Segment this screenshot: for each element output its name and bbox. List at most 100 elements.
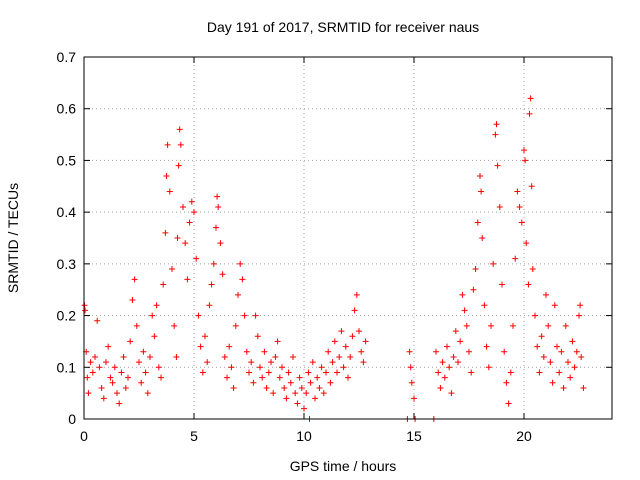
- data-point: [558, 348, 565, 355]
- data-point: [565, 359, 571, 366]
- data-point: [122, 384, 129, 391]
- data-point: [270, 390, 277, 397]
- data-point: [536, 369, 543, 376]
- data-point: [298, 384, 305, 391]
- data-point: [525, 281, 532, 288]
- data-point: [98, 384, 105, 391]
- data-point: [521, 147, 527, 154]
- data-point: [510, 322, 516, 329]
- y-tick-label: 0.4: [57, 204, 77, 220]
- data-point: [406, 348, 413, 355]
- data-point: [547, 359, 554, 366]
- data-point: [577, 302, 584, 309]
- data-point: [301, 405, 307, 412]
- data-point: [494, 162, 501, 169]
- data-point: [499, 281, 505, 288]
- data-point: [85, 390, 92, 397]
- data-point: [232, 322, 239, 329]
- data-point: [318, 364, 325, 371]
- data-point: [540, 353, 547, 360]
- data-point: [153, 302, 160, 309]
- x-axis-label: GPS time / hours: [290, 458, 397, 474]
- data-point: [323, 369, 329, 376]
- data-point: [221, 353, 228, 360]
- data-point: [353, 291, 360, 298]
- data-point: [435, 369, 442, 376]
- data-point: [180, 203, 186, 210]
- x-tick-label: 0: [80, 428, 88, 444]
- data-point: [243, 348, 250, 355]
- data-point: [477, 172, 483, 179]
- data-point: [213, 224, 219, 231]
- data-point: [461, 307, 468, 314]
- data-point: [169, 266, 175, 273]
- data-point: [199, 369, 206, 376]
- data-point: [538, 333, 545, 340]
- data-point: [543, 291, 549, 298]
- data-point: [252, 312, 259, 319]
- data-point: [281, 384, 288, 391]
- data-point: [184, 276, 191, 283]
- data-point: [362, 338, 369, 345]
- y-axis-label: SRMTID / TECUs: [5, 183, 21, 293]
- data-point: [492, 131, 499, 138]
- data-point: [177, 141, 184, 148]
- plot-frame: [83, 56, 613, 420]
- data-point: [290, 353, 296, 360]
- data-point: [175, 162, 182, 169]
- data-point: [470, 286, 477, 293]
- data-point: [228, 364, 235, 371]
- data-point: [144, 390, 151, 397]
- data-point: [567, 374, 574, 381]
- data-point: [292, 390, 299, 397]
- data-point: [532, 312, 538, 319]
- data-point: [84, 374, 91, 381]
- data-point: [287, 379, 294, 386]
- data-point: [274, 338, 281, 345]
- data-point: [351, 307, 358, 314]
- data-point: [118, 369, 125, 376]
- data-point: [526, 110, 533, 117]
- data-point: [89, 369, 96, 376]
- data-point: [496, 203, 503, 210]
- data-point: [307, 379, 314, 386]
- data-point: [490, 260, 497, 267]
- data-point: [158, 374, 164, 381]
- data-point: [285, 369, 292, 376]
- data-point: [125, 374, 131, 381]
- data-point: [103, 359, 109, 366]
- data-point: [466, 348, 472, 355]
- data-point: [347, 353, 354, 360]
- data-point: [160, 281, 167, 288]
- data-point: [191, 209, 197, 216]
- data-point: [241, 312, 248, 319]
- data-point: [296, 374, 303, 381]
- data-point: [441, 374, 448, 381]
- data-point: [518, 219, 525, 226]
- data-point: [478, 188, 485, 195]
- data-point: [129, 297, 136, 304]
- data-point: [571, 364, 578, 371]
- data-point: [127, 338, 134, 345]
- data-point: [309, 359, 316, 366]
- data-point: [162, 229, 169, 236]
- data-point: [206, 302, 213, 309]
- data-point: [204, 359, 211, 366]
- data-point: [305, 369, 312, 376]
- axis-ticks: 0 0.1 0.2 0.3 0.4 0.5 0.6 0.7 0 5 10 15 20: [57, 49, 612, 444]
- data-point: [268, 359, 274, 366]
- data-point: [208, 281, 215, 288]
- data-point: [239, 276, 246, 283]
- data-point: [360, 359, 367, 366]
- data-point: [336, 353, 343, 360]
- data-point: [111, 364, 118, 371]
- y-tick-label: 0.7: [57, 49, 77, 65]
- data-point: [276, 374, 283, 381]
- data-point: [163, 172, 170, 179]
- data-point: [188, 198, 195, 205]
- data-point: [446, 364, 453, 371]
- x-tick-label: 5: [190, 428, 198, 444]
- data-point: [463, 322, 470, 329]
- data-point: [455, 359, 461, 366]
- data-point: [358, 348, 365, 355]
